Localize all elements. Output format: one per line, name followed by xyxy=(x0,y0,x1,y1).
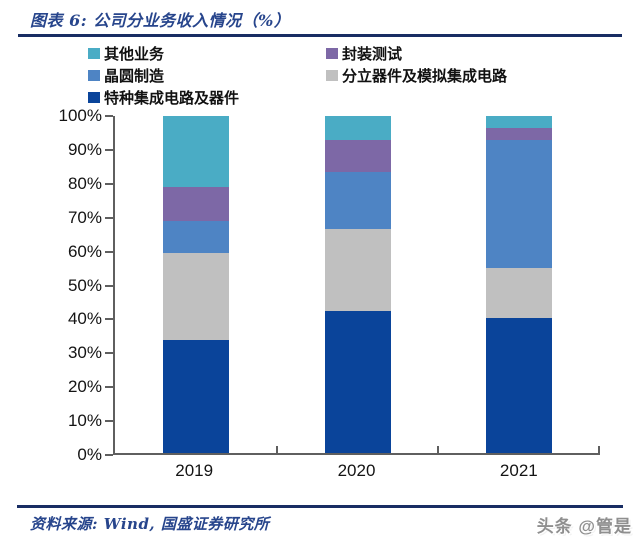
legend-label: 分立器件及模拟集成电路 xyxy=(342,67,508,85)
y-axis-tickmark xyxy=(105,454,113,456)
legend-item: 分立器件及模拟集成电路 xyxy=(326,66,508,85)
bar-segment xyxy=(162,252,229,341)
bar-segment xyxy=(162,186,229,221)
y-axis-label: 90% xyxy=(67,139,102,159)
legend-label: 特种集成电路及器件 xyxy=(104,89,240,107)
plot-area xyxy=(113,116,600,455)
y-axis-label: 80% xyxy=(67,173,102,193)
y-axis-tickmark xyxy=(105,148,113,151)
stacked-bar-2020 xyxy=(324,116,391,453)
x-axis-labels: 2019 2020 2021 xyxy=(113,461,600,481)
legend-swatch xyxy=(326,69,338,81)
y-axis-label: 20% xyxy=(67,377,102,397)
x-axis-tickmark xyxy=(437,446,440,453)
y-axis-tickmark xyxy=(105,115,113,117)
legend-swatch xyxy=(88,47,100,59)
y-axis-tickmark xyxy=(105,352,113,355)
y-axis-label: 40% xyxy=(67,309,102,329)
footer-divider xyxy=(17,505,623,508)
bar-segment xyxy=(324,228,391,312)
stacked-bar-2021 xyxy=(486,116,553,453)
bar-segment xyxy=(324,116,391,140)
bar-segment xyxy=(324,311,391,453)
bar-column-2021 xyxy=(438,116,600,453)
legend-label: 晶圆制造 xyxy=(104,67,165,85)
stacked-bar-2019 xyxy=(162,116,229,453)
bar-segment xyxy=(486,267,553,319)
y-axis-tickmarks xyxy=(105,115,113,456)
y-axis-label: 30% xyxy=(67,343,102,363)
bar-segment xyxy=(162,220,229,253)
legend-item: 特种集成电路及器件 xyxy=(88,88,326,107)
title-divider xyxy=(18,34,622,37)
y-axis-labels: 100% 90% 80% 70% 60% 50% 40% 30% 20% 10% 0% xyxy=(28,106,102,464)
legend-swatch xyxy=(88,69,100,81)
bar-segment xyxy=(486,139,553,268)
y-axis-tickmark xyxy=(105,182,113,185)
y-axis-tickmark xyxy=(105,386,113,389)
chart-legend: 其他业务 封装测试晶圆制造 分立器件及模拟集成电路特种集成电路及器件 xyxy=(88,44,508,107)
x-axis-label: 2019 xyxy=(175,461,214,480)
watermark: 头条 @管是 xyxy=(536,517,632,536)
x-axis-tickmark xyxy=(598,446,600,453)
source-note: 资料来源: Wind, 国盛证券研究所 xyxy=(30,515,270,533)
bar-segment xyxy=(486,116,553,128)
y-axis-tickmark xyxy=(105,216,113,219)
legend-item: 封装测试 xyxy=(326,44,507,63)
bar-segment xyxy=(324,171,391,229)
legend-label: 封装测试 xyxy=(342,45,403,63)
legend-item: 晶圆制造 xyxy=(88,66,326,85)
bar-segment xyxy=(162,340,229,453)
bar-segment xyxy=(324,139,391,172)
x-axis-label: 2021 xyxy=(499,461,538,480)
y-axis-label: 50% xyxy=(67,275,102,295)
bar-column-2019 xyxy=(115,116,277,453)
y-axis-tickmark xyxy=(105,284,113,287)
bar-segment xyxy=(486,318,553,453)
y-axis-label: 100% xyxy=(58,106,102,125)
y-axis-label: 0% xyxy=(77,445,102,464)
y-axis-label: 10% xyxy=(67,411,102,431)
legend-item: 其他业务 xyxy=(88,44,326,63)
bar-segment xyxy=(486,127,553,140)
legend-swatch xyxy=(88,91,100,103)
y-axis-tickmark xyxy=(105,318,113,321)
plot-bars xyxy=(115,116,600,453)
legend-swatch xyxy=(326,47,338,59)
figure-title: 图表 6: 公司分业务收入情况（%） xyxy=(30,11,291,30)
y-axis-tickmark xyxy=(105,420,113,423)
y-axis-label: 60% xyxy=(67,241,102,261)
legend-label: 其他业务 xyxy=(104,45,165,63)
bar-column-2020 xyxy=(277,116,439,453)
x-axis-label: 2020 xyxy=(337,461,376,480)
bar-segment xyxy=(162,116,229,187)
y-axis-label: 70% xyxy=(67,207,102,227)
y-axis-tickmark xyxy=(105,250,113,253)
x-axis-tickmark xyxy=(275,446,278,453)
